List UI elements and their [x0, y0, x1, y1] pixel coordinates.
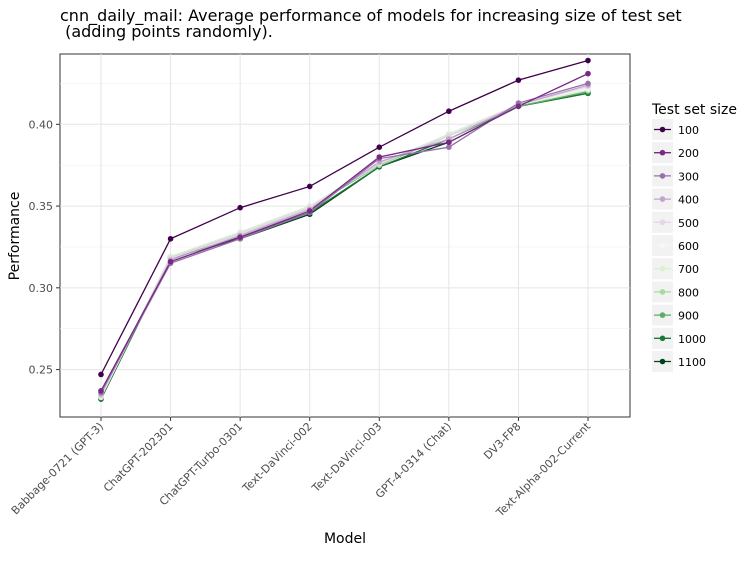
x-tick-label: Text-DaVinci-002	[239, 420, 315, 496]
series-line-200	[100, 73, 589, 392]
legend-key-point-1000	[659, 335, 666, 342]
legend-key-point-300	[659, 173, 666, 179]
data-point-200	[446, 139, 452, 146]
data-point-100	[376, 144, 383, 151]
data-point-300	[585, 80, 591, 87]
legend-label-600: 600	[678, 240, 699, 253]
data-point-200	[237, 234, 243, 240]
legend-label-100: 100	[678, 124, 699, 137]
data-point-100	[306, 183, 313, 190]
series-line-100	[100, 59, 589, 375]
legend-label-900: 900	[678, 310, 699, 323]
data-point-100	[167, 235, 174, 242]
x-tick-label: ChatGPT-202301	[101, 420, 176, 495]
data-point-200	[98, 388, 104, 394]
plot-panel	[59, 53, 631, 418]
series-lines	[100, 59, 589, 400]
data-point-300	[446, 144, 452, 151]
y-axis-label: Performance	[7, 192, 23, 281]
data-point-100	[515, 77, 522, 83]
data-point-200	[306, 208, 313, 214]
data-point-100	[446, 108, 452, 115]
data-point-200	[515, 103, 522, 110]
legend-label-1100: 1100	[678, 356, 706, 369]
grid	[60, 54, 630, 417]
x-axis-label: Model	[324, 531, 366, 547]
legend-label-800: 800	[678, 286, 699, 299]
data-point-100	[98, 371, 104, 378]
data-point-200	[585, 70, 591, 77]
legend-key-point-400	[659, 196, 666, 202]
chart-title-line-1: cnn_daily_mail: Average performance of m…	[60, 6, 682, 26]
y-tick-label: 0.25	[29, 364, 54, 377]
legend-key-point-700	[659, 265, 666, 272]
y-tick-label: 0.40	[29, 118, 54, 131]
series-line-300	[100, 82, 589, 393]
legend-key-point-600	[659, 242, 666, 249]
y-tick-label: 0.30	[29, 282, 54, 295]
legend-title: Test set size	[651, 102, 737, 118]
legend-key-point-1100	[659, 358, 666, 365]
legend-label-300: 300	[678, 170, 699, 183]
x-axis-ticks: Babbage-0721 (GPT-3)ChatGPT-202301ChatGP…	[9, 417, 594, 520]
x-tick-label: GPT-4-0314 (Chat)	[373, 420, 454, 501]
legend: 100 200 300 400 500 600 700 800 900 1000 1100	[652, 119, 706, 372]
x-tick-label: DV3-FP8	[481, 420, 523, 462]
x-tick-label: Babbage-0721 (GPT-3)	[9, 420, 106, 517]
legend-label-200: 200	[678, 147, 699, 160]
legend-label-400: 400	[678, 194, 699, 207]
y-axis-ticks: 0.25 0.30 0.35 0.40	[29, 118, 60, 377]
data-point-100	[237, 204, 243, 211]
series-points	[98, 57, 591, 402]
chart-title-line-2: (adding points randomly).	[60, 22, 273, 41]
legend-key-point-900	[659, 312, 666, 318]
x-tick-label: Text-DaVinci-003	[309, 420, 385, 496]
data-point-200	[376, 154, 383, 160]
legend-key-point-200	[659, 149, 666, 156]
legend-label-1000: 1000	[678, 333, 706, 346]
data-point-100	[585, 57, 591, 64]
legend-key-point-100	[659, 126, 666, 133]
legend-key-point-800	[659, 289, 666, 295]
data-point-200	[167, 258, 174, 265]
legend-label-500: 500	[678, 217, 699, 230]
legend-key-point-500	[659, 219, 666, 226]
legend-label-700: 700	[678, 263, 699, 276]
y-tick-label: 0.35	[29, 200, 54, 213]
